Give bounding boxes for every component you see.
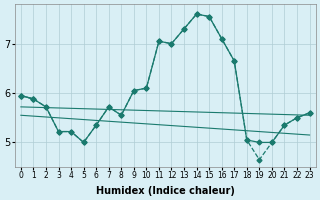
X-axis label: Humidex (Indice chaleur): Humidex (Indice chaleur) [96,186,235,196]
